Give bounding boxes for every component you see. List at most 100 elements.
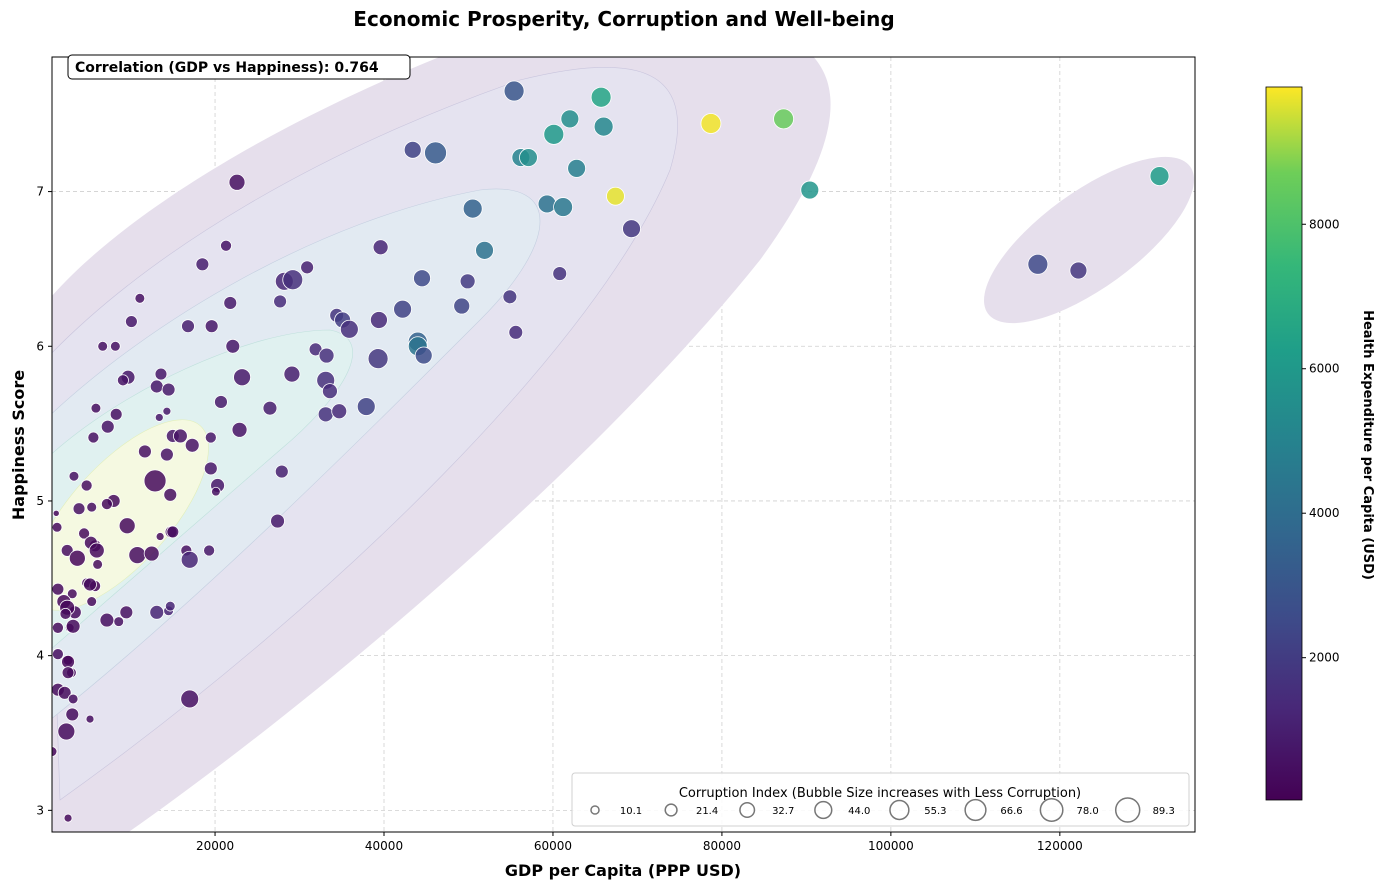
data-point bbox=[52, 521, 63, 533]
data-point bbox=[475, 240, 494, 260]
data-point bbox=[181, 319, 195, 334]
data-point bbox=[372, 239, 389, 256]
data-point bbox=[87, 431, 100, 444]
size-legend-label: 21.4 bbox=[696, 806, 718, 817]
data-point bbox=[220, 239, 232, 252]
data-point bbox=[57, 722, 76, 741]
data-point bbox=[163, 487, 178, 502]
x-tick-label: 100000 bbox=[868, 839, 914, 853]
data-point bbox=[86, 501, 98, 513]
data-point bbox=[180, 550, 199, 569]
data-point bbox=[317, 406, 334, 423]
data-point bbox=[622, 219, 641, 239]
data-point bbox=[100, 498, 113, 510]
size-legend-label: 10.1 bbox=[620, 806, 642, 817]
data-point bbox=[560, 109, 580, 129]
data-point bbox=[154, 413, 164, 422]
x-axis-label: GDP per Capita (PPP USD) bbox=[505, 861, 741, 880]
size-legend-label: 55.3 bbox=[924, 806, 946, 817]
data-point bbox=[262, 400, 278, 416]
data-point bbox=[119, 605, 134, 620]
data-point bbox=[57, 685, 72, 700]
data-point bbox=[97, 340, 109, 352]
data-point bbox=[80, 479, 93, 492]
data-point bbox=[537, 194, 557, 214]
data-point bbox=[68, 470, 80, 482]
data-point bbox=[78, 527, 91, 540]
data-point bbox=[184, 437, 200, 453]
data-point bbox=[180, 689, 200, 709]
size-legend-marker bbox=[889, 799, 910, 821]
data-point bbox=[154, 367, 168, 381]
data-point bbox=[72, 502, 86, 516]
data-point bbox=[300, 260, 315, 275]
data-point bbox=[60, 544, 74, 557]
data-point bbox=[543, 123, 565, 145]
data-point bbox=[283, 365, 301, 383]
data-point bbox=[162, 406, 172, 416]
data-point bbox=[606, 186, 625, 206]
data-point bbox=[773, 108, 794, 130]
data-point bbox=[52, 582, 65, 596]
data-point bbox=[274, 464, 289, 479]
y-tick-label: 3 bbox=[36, 803, 44, 817]
data-point bbox=[1027, 253, 1049, 275]
data-point bbox=[99, 612, 115, 628]
data-point bbox=[65, 707, 80, 722]
data-point bbox=[59, 607, 72, 620]
data-point bbox=[86, 596, 98, 607]
data-point bbox=[52, 648, 64, 661]
data-point bbox=[231, 421, 248, 438]
data-point bbox=[318, 347, 335, 364]
data-point bbox=[110, 340, 121, 352]
data-point bbox=[149, 604, 165, 620]
data-point bbox=[166, 525, 180, 539]
data-point bbox=[403, 140, 422, 159]
data-point bbox=[270, 513, 285, 529]
data-point bbox=[203, 544, 216, 557]
data-point bbox=[593, 116, 614, 137]
data-point bbox=[109, 407, 123, 421]
data-point bbox=[68, 549, 86, 567]
data-point bbox=[61, 666, 75, 680]
data-point bbox=[413, 269, 431, 288]
data-point bbox=[155, 532, 165, 541]
density-contours bbox=[52, 57, 1194, 832]
data-point bbox=[134, 292, 146, 304]
data-point bbox=[503, 80, 525, 102]
data-point bbox=[459, 273, 476, 290]
y-tick-label: 4 bbox=[36, 649, 44, 663]
x-tick-label: 20000 bbox=[196, 839, 234, 853]
x-tick-label: 80000 bbox=[703, 839, 741, 853]
data-point bbox=[52, 746, 58, 757]
data-point bbox=[356, 397, 376, 416]
y-tick-label: 6 bbox=[36, 339, 44, 353]
data-point bbox=[322, 383, 338, 400]
data-point bbox=[143, 545, 160, 562]
data-point bbox=[800, 180, 820, 200]
x-axis-ticks: 20000 40000 60000 80000 100000 120000 bbox=[196, 832, 1083, 853]
y-axis-label: Happiness Score bbox=[9, 370, 28, 520]
size-legend-marker bbox=[664, 803, 678, 817]
x-tick-label: 40000 bbox=[365, 839, 403, 853]
data-point bbox=[100, 419, 115, 434]
data-point bbox=[225, 338, 241, 354]
size-legend-marker bbox=[590, 805, 600, 815]
data-point bbox=[195, 257, 210, 272]
data-point bbox=[223, 296, 238, 310]
data-points bbox=[52, 80, 1170, 823]
correlation-text: Correlation (GDP vs Happiness): 0.764 bbox=[75, 60, 379, 76]
data-point bbox=[118, 517, 136, 535]
y-axis-ticks: 3 4 5 6 7 bbox=[36, 185, 52, 817]
data-point bbox=[502, 289, 518, 305]
data-point bbox=[590, 86, 612, 108]
data-point bbox=[52, 621, 64, 634]
data-point bbox=[92, 559, 103, 570]
y-tick-label: 5 bbox=[36, 494, 44, 508]
data-point bbox=[282, 269, 304, 291]
colorbar-gradient bbox=[1265, 86, 1303, 801]
data-point bbox=[65, 618, 81, 634]
data-point bbox=[393, 299, 412, 319]
data-point bbox=[453, 297, 471, 315]
